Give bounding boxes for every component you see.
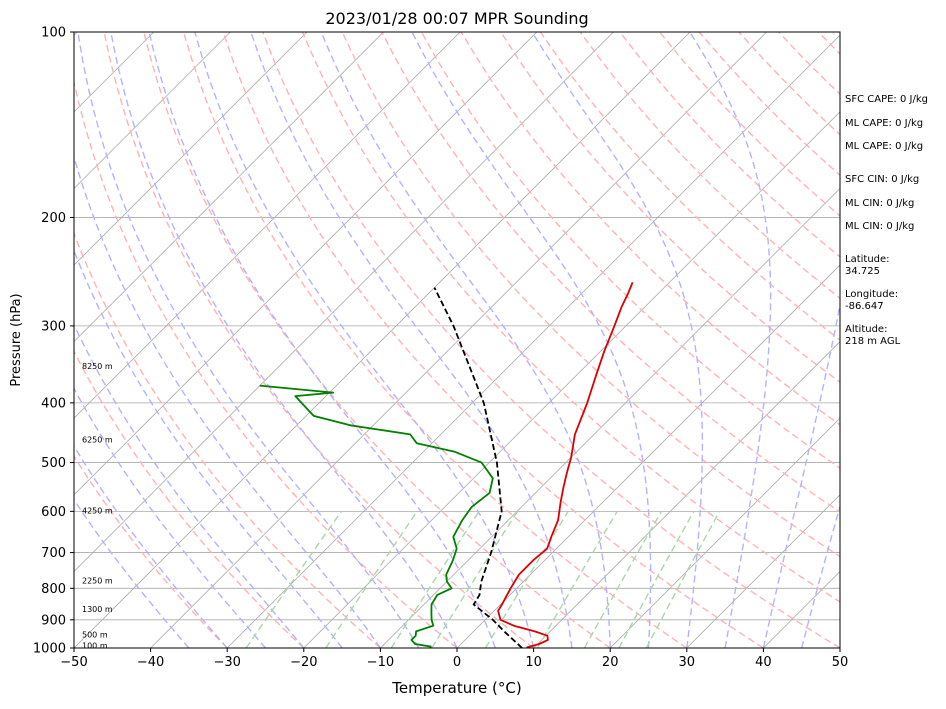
moist-adiabat-line (0, 32, 227, 648)
parcel-line (434, 288, 522, 648)
dry-adiabat-line (0, 32, 227, 648)
y-tick-label: 700 (41, 546, 66, 561)
isotherm-line (0, 32, 230, 648)
chart-title: 2023/01/28 00:07 MPR Sounding (325, 9, 588, 28)
moist-adiabat-line (690, 32, 771, 648)
moist-adiabat-line (195, 32, 534, 648)
x-tick-label: −20 (290, 655, 317, 670)
altitude-label: Altitude: (845, 324, 887, 336)
x-tick-label: 40 (755, 655, 772, 670)
moist-adiabat-line (23, 32, 343, 648)
plot-frame (74, 32, 840, 648)
y-axis: 100 200 300 400 500 600 700 800 900 1000 (33, 26, 74, 657)
isotherm-line (304, 32, 920, 648)
dry-adiabat-line (25, 32, 381, 648)
isotherm-line (0, 32, 537, 648)
background-lines (0, 32, 946, 648)
sfc-cape-label: SFC CAPE: 0 J/kg (845, 94, 928, 106)
dry-adiabat-line (144, 32, 610, 648)
height-label: 6250 m (82, 435, 113, 444)
y-tick-label: 200 (41, 211, 66, 226)
y-tick-label: 800 (41, 582, 66, 597)
isotherm-line (74, 32, 690, 648)
height-label: 4250 m (82, 506, 113, 515)
mixing-ratio-line (326, 511, 417, 648)
dewpoint-line (260, 386, 493, 647)
x-tick-label: 0 (453, 655, 461, 670)
x-tick-label: 50 (832, 655, 849, 670)
mixing-ratio-line (486, 511, 569, 648)
latitude-label: Latitude: (845, 254, 890, 266)
y-tick-label: 400 (41, 396, 66, 411)
x-tick-label: 10 (525, 655, 542, 670)
x-tick-label: −40 (137, 655, 164, 670)
dry-adiabat-line (223, 32, 763, 648)
altitude-value: 218 m AGL (845, 336, 900, 348)
x-axis: −50 −40 −30 −20 −10 0 10 20 30 40 50 (60, 648, 848, 670)
isotherm-line (227, 32, 843, 648)
y-tick-label: 1000 (33, 642, 66, 657)
height-label: 2250 m (82, 577, 113, 586)
x-tick-label: −50 (60, 655, 87, 670)
longitude-label: Longitude: (845, 289, 898, 301)
moist-adiabat-line (412, 32, 651, 648)
isotherm-line (0, 32, 1, 648)
height-label: 8250 m (82, 362, 113, 371)
ml-cape-label: ML CAPE: 0 J/kg (845, 118, 923, 130)
ml-cin-label: ML CIN: 0 J/kg (845, 198, 914, 210)
mixing-ratio-line (391, 511, 479, 648)
x-tick-label: 30 (679, 655, 696, 670)
x-axis-label: Temperature (°C) (391, 679, 521, 697)
sfc-cin-label: SFC CIN: 0 J/kg (845, 174, 919, 186)
data-lines (260, 282, 633, 648)
isotherm-line (0, 32, 613, 648)
y-tick-label: 100 (41, 26, 66, 41)
dry-adiabat-line (104, 32, 533, 648)
y-tick-label: 300 (41, 319, 66, 334)
moist-adiabat-line (149, 32, 495, 648)
height-label: 500 m (82, 631, 108, 640)
mixing-ratio-line (585, 511, 662, 648)
dry-adiabat-line (263, 32, 840, 648)
x-tick-label: −30 (213, 655, 240, 670)
moist-adiabat-line (251, 32, 572, 648)
dry-adiabat-line (64, 32, 457, 648)
x-tick-label: 20 (602, 655, 619, 670)
y-tick-label: 500 (41, 456, 66, 471)
y-axis-label: Pressure (hPa) (9, 293, 24, 386)
ml-cin-label-2: ML CIN: 0 J/kg (845, 221, 914, 233)
height-label: 100 m (82, 642, 108, 651)
x-tick-label: −10 (367, 655, 394, 670)
height-label: 1300 m (82, 605, 113, 614)
mixing-ratio-line (432, 511, 518, 648)
y-tick-label: 900 (41, 613, 66, 628)
longitude-value: -86.647 (845, 301, 884, 313)
temperature-line (498, 282, 632, 647)
moist-adiabat-line (0, 32, 189, 648)
ml-cape-label-2: ML CAPE: 0 J/kg (845, 141, 923, 153)
y-tick-label: 600 (41, 505, 66, 520)
latitude-value: 34.725 (845, 266, 880, 278)
moist-adiabat-line (532, 32, 702, 648)
